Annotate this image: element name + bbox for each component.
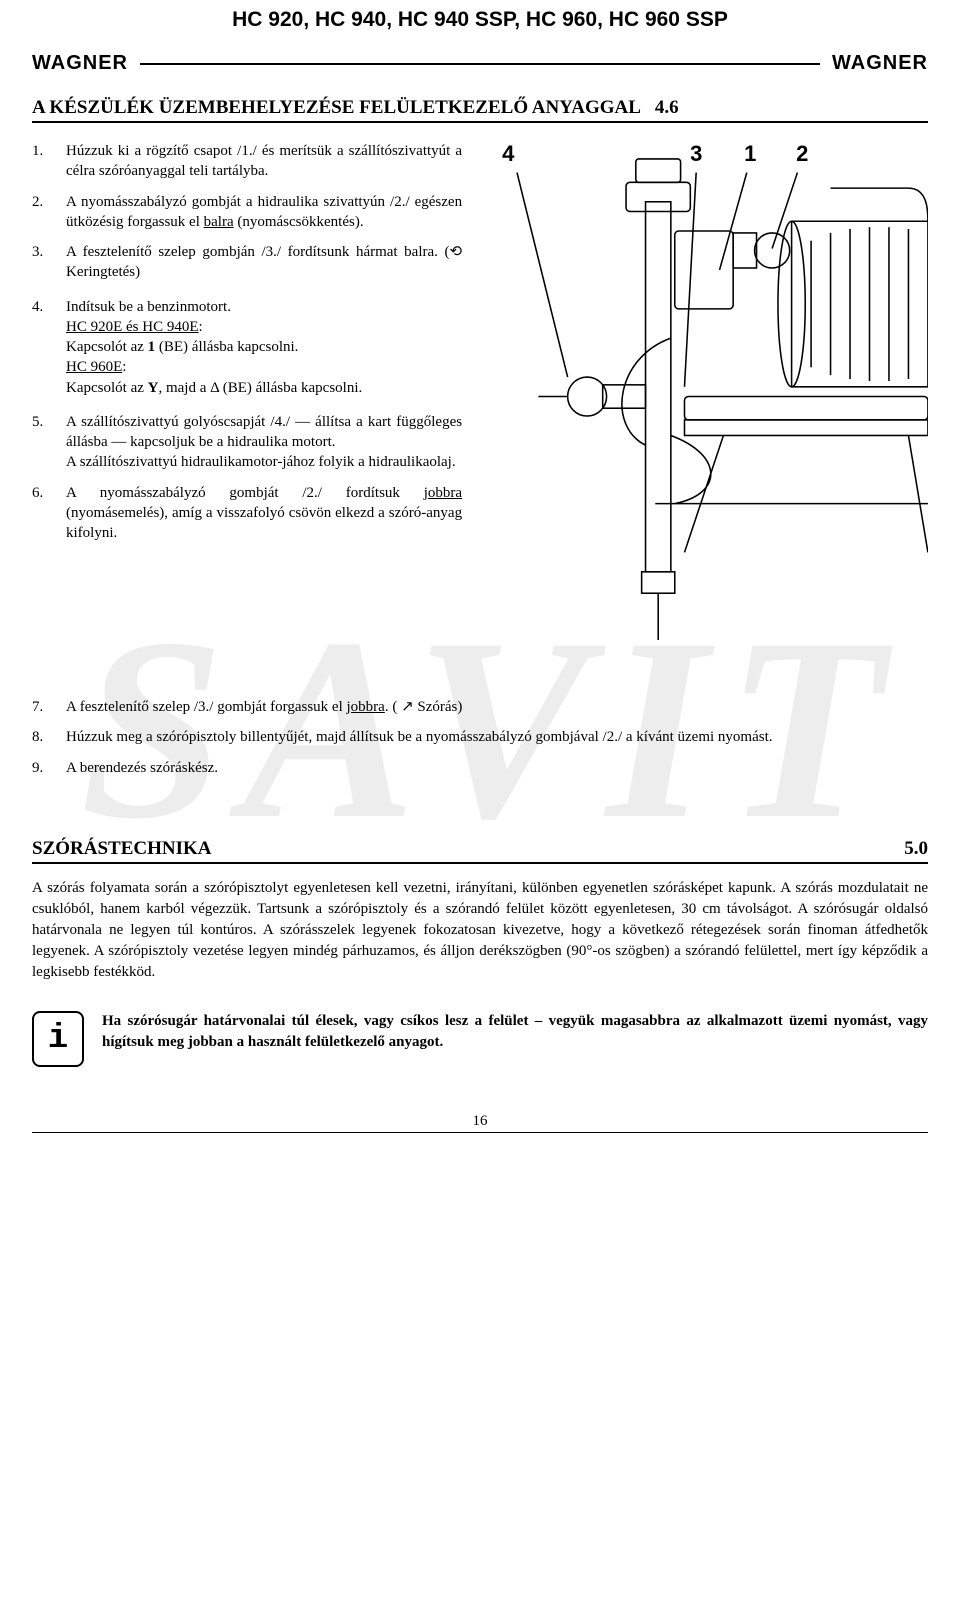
step-4: 4. Indítsuk be a benzinmotort. HC 920E é… — [32, 297, 462, 398]
step-4-num: 4. — [32, 297, 66, 398]
step-5: 5. A szállítószivattyú golyóscsapját /4.… — [32, 412, 462, 473]
left-column: 1. Húzzuk ki a rögzítő csapot /1./ és me… — [32, 141, 462, 691]
step-9: 9. A berendezés szóráskész. — [32, 758, 928, 778]
section-4-6-rule — [32, 121, 928, 123]
step-9-num: 9. — [32, 758, 66, 778]
callout-4: 4 — [502, 141, 514, 167]
step-8: 8. Húzzuk meg a szórópisztoly billentyűj… — [32, 727, 928, 747]
header-rule-row: WAGNER WAGNER — [32, 52, 928, 75]
step-3: 3. A fesztelenítő szelep gombján /3./ fo… — [32, 242, 462, 283]
callout-2: 2 — [796, 141, 808, 167]
step-7-num: 7. — [32, 697, 66, 717]
section-4-6-title: A KÉSZÜLÉK ÜZEMBEHELYEZÉSE FELÜLETKEZELŐ… — [32, 97, 641, 119]
step-1: 1. Húzzuk ki a rögzítő csapot /1./ és me… — [32, 141, 462, 182]
pump-svg — [480, 141, 928, 691]
step-1-num: 1. — [32, 141, 66, 182]
logo-right: WAGNER — [832, 52, 928, 75]
page-number: 16 — [32, 1113, 928, 1130]
step-8-num: 8. — [32, 727, 66, 747]
logo-left: WAGNER — [32, 52, 128, 75]
steps-list-full: 7. A fesztelenítő szelep /3./ gombját fo… — [32, 697, 928, 778]
step-7: 7. A fesztelenítő szelep /3./ gombját fo… — [32, 697, 928, 717]
spraying-technique-paragraph: A szórás folyamata során a szórópisztoly… — [32, 878, 928, 983]
header-rule — [140, 63, 820, 65]
callout-3: 3 — [690, 141, 702, 167]
step-8-text: Húzzuk meg a szórópisztoly billentyűjét,… — [66, 727, 928, 747]
section-5-0-spacer — [226, 858, 891, 860]
step-3-num: 3. — [32, 242, 66, 283]
step-7-text: A fesztelenítő szelep /3./ gombját forga… — [66, 697, 928, 717]
info-text: Ha szórósugár határvonalai túl élesek, v… — [102, 1011, 928, 1053]
info-box: i Ha szórósugár határvonalai túl élesek,… — [32, 1011, 928, 1067]
info-icon: i — [32, 1011, 84, 1067]
pump-diagram: 4 3 1 2 — [480, 141, 928, 691]
section-4-6-header: A KÉSZÜLÉK ÜZEMBEHELYEZÉSE FELÜLETKEZELŐ… — [32, 97, 928, 119]
step-6: 6. A nyomásszabályzó gombját /2./ fordít… — [32, 483, 462, 544]
step-9-text: A berendezés szóráskész. — [66, 758, 928, 778]
step-2-text: A nyomásszabályzó gombját a hidraulika s… — [66, 192, 462, 233]
section-5-0-title: SZÓRÁSTECHNIKA — [32, 838, 212, 860]
section-5-0-rule — [32, 862, 928, 864]
step-4-text: Indítsuk be a benzinmotort. HC 920E és H… — [66, 297, 462, 398]
section-5-0-num: 5.0 — [904, 838, 928, 860]
step-1-text: Húzzuk ki a rögzítő csapot /1./ és merít… — [66, 141, 462, 182]
steps-list-left: 1. Húzzuk ki a rögzítő csapot /1./ és me… — [32, 141, 462, 543]
section-5-0-header: SZÓRÁSTECHNIKA 5.0 — [32, 838, 928, 860]
step-6-text: A nyomásszabályzó gombját /2./ fordítsuk… — [66, 483, 462, 544]
step-2-num: 2. — [32, 192, 66, 233]
header-models: HC 920, HC 940, HC 940 SSP, HC 960, HC 9… — [32, 8, 928, 32]
right-column: 4 3 1 2 — [480, 141, 928, 691]
two-column-content: 1. Húzzuk ki a rögzítő csapot /1./ és me… — [32, 141, 928, 691]
callout-1: 1 — [744, 141, 756, 167]
page: HC 920, HC 940, HC 940 SSP, HC 960, HC 9… — [0, 0, 960, 1163]
step-3-text: A fesztelenítő szelep gombján /3./ fordí… — [66, 242, 462, 283]
step-6-num: 6. — [32, 483, 66, 544]
step-5-text: A szállítószivattyú golyóscsapját /4./ —… — [66, 412, 462, 473]
footer-rule — [32, 1132, 928, 1133]
section-4-6-num: 4.6 — [655, 97, 679, 119]
step-2: 2. A nyomásszabályzó gombját a hidraulik… — [32, 192, 462, 233]
step-5-num: 5. — [32, 412, 66, 473]
